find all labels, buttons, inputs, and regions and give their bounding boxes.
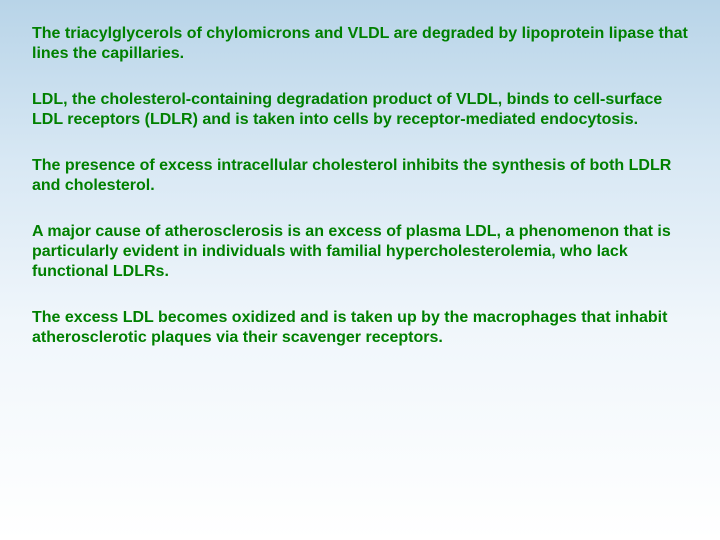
- paragraph-2-text: LDL, the cholesterol-containing degradat…: [32, 91, 662, 128]
- paragraph-5: The excess LDL becomes oxidized and is t…: [26, 308, 690, 348]
- paragraph-4-text: A major cause of atherosclerosis is an e…: [32, 223, 671, 280]
- paragraph-5-text: The excess LDL becomes oxidized and is t…: [32, 309, 667, 346]
- paragraph-3-text: The presence of excess intracellular cho…: [32, 157, 671, 194]
- paragraph-4: A major cause of atherosclerosis is an e…: [26, 222, 690, 282]
- paragraph-3: The presence of excess intracellular cho…: [26, 156, 690, 196]
- paragraph-2: LDL, the cholesterol-containing degradat…: [26, 90, 690, 130]
- paragraph-1: The triacylglycerols of chylomicrons and…: [26, 24, 690, 64]
- paragraph-1-text: The triacylglycerols of chylomicrons and…: [32, 25, 688, 62]
